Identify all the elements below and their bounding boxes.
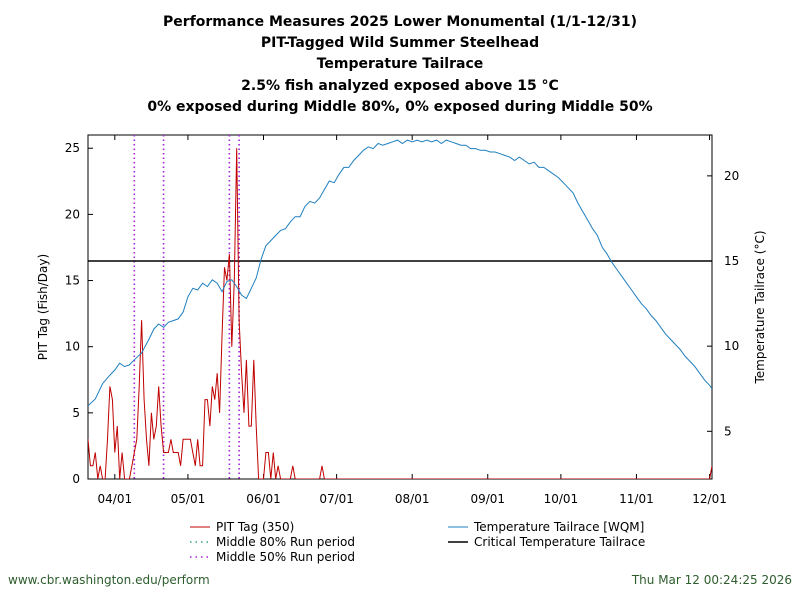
chart-subtitle-species: PIT-Tagged Wild Summer Steelhead <box>260 35 540 52</box>
x-tick-label: 08/01 <box>395 492 430 506</box>
x-tick-label: 11/01 <box>619 492 654 506</box>
y-tick-label: 10 <box>65 340 80 354</box>
y2-axis-label: Temperature Tailrace (°C) <box>753 230 767 384</box>
chart-titles: Performance Measures 2025 Lower Monument… <box>0 12 800 118</box>
x-tick-label: 07/01 <box>319 492 354 506</box>
x-tick-label: 12/01 <box>692 492 727 506</box>
chart-subtitle-measure: Temperature Tailrace <box>316 56 484 73</box>
y-tick-label: 25 <box>65 141 80 155</box>
plot-frame <box>87 134 713 480</box>
x-tick-label: 10/01 <box>544 492 579 506</box>
y2-tick-label: 10 <box>724 339 739 353</box>
legend-label-mid80: Middle 80% Run period <box>216 535 355 549</box>
legend-label-pit: PIT Tag (350) <box>216 520 294 534</box>
y2-tick-label: 5 <box>724 424 732 438</box>
y-tick-label: 5 <box>72 406 80 420</box>
y-tick-label: 15 <box>65 274 80 288</box>
pit-tag-series-line <box>88 148 712 479</box>
y2-tick-label: 20 <box>724 169 739 183</box>
chart-subtitle-exposure: 2.5% fish analyzed exposed above 15 °C <box>241 77 559 94</box>
x-tick-label: 04/01 <box>98 492 133 506</box>
x-tick-label: 05/01 <box>171 492 206 506</box>
y-axis-label: PIT Tag (Fish/Day) <box>36 254 50 360</box>
chart-title: Performance Measures 2025 Lower Monument… <box>163 14 637 30</box>
legend-label-critical: Critical Temperature Tailrace <box>474 535 645 549</box>
chart-subtitle-run-exposure: 0% exposed during Middle 80%, 0% exposed… <box>147 98 653 115</box>
footer-url[interactable]: www.cbr.washington.edu/perform <box>8 573 210 587</box>
y2-tick-label: 15 <box>724 254 739 268</box>
x-tick-label: 06/01 <box>246 492 281 506</box>
y-tick-label: 20 <box>65 207 80 221</box>
y-tick-label: 0 <box>72 472 80 486</box>
footer-timestamp: Thu Mar 12 00:24:25 2026 <box>631 573 792 587</box>
legend-label-mid50: Middle 50% Run period <box>216 550 355 564</box>
x-tick-label: 09/01 <box>470 492 505 506</box>
legend-label-temp: Temperature Tailrace [WQM] <box>473 520 644 534</box>
temperature-series-line <box>88 139 712 407</box>
